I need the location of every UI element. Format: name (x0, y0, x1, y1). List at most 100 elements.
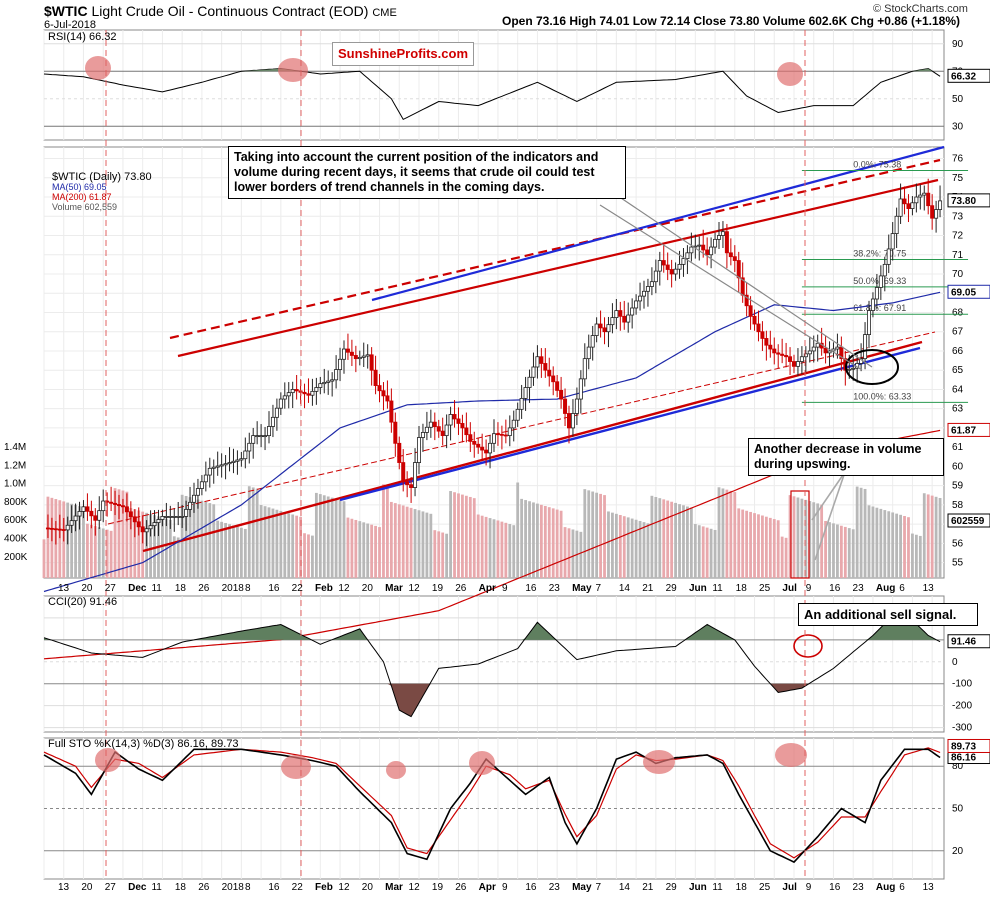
price-tick-label: 72 (952, 231, 964, 242)
x-axis-label: Mar (385, 583, 403, 594)
candle-body (393, 421, 398, 444)
volume-bar (883, 510, 887, 578)
candle-body (345, 348, 350, 353)
candle-body (649, 281, 654, 287)
candle-body (263, 435, 268, 438)
ma200-last-tag-box (947, 422, 990, 437)
volume-bar (832, 523, 835, 578)
candle-body (148, 525, 153, 530)
cci-overbought-fill (44, 615, 941, 640)
volume-bar (828, 522, 831, 578)
candle-body (306, 393, 311, 396)
volume-bar (630, 518, 634, 578)
candle-body (886, 248, 891, 265)
volume-bar (895, 513, 899, 578)
volume-bar (216, 520, 220, 578)
x-axis-label-bottom: 11 (151, 882, 162, 893)
candle-body (318, 383, 323, 388)
x-axis-label-bottom: 13 (58, 882, 70, 893)
candle-body (772, 348, 777, 354)
x-axis-label: 21 (642, 583, 654, 594)
candle-body (49, 527, 54, 530)
volume-bar (891, 512, 895, 578)
rsi-last-tag: 66.32 (951, 71, 976, 82)
candle-body (705, 249, 710, 256)
candle-body (255, 435, 260, 438)
candle-body (81, 506, 86, 512)
volume-bar (370, 524, 374, 578)
candle-body (689, 246, 694, 254)
candle-body (555, 381, 560, 391)
candle-body (436, 426, 441, 432)
candle-body (803, 353, 808, 358)
fib-level-label: 38.2%: 70.75 (853, 249, 906, 259)
volume-tick-label: 800K (4, 497, 28, 508)
candle-body (811, 346, 816, 352)
candle-body (397, 442, 402, 463)
volume-bar (721, 488, 725, 578)
candle-body (420, 432, 425, 438)
candle-body (424, 426, 429, 433)
candle-body (156, 519, 161, 523)
candle-body (499, 433, 504, 436)
volume-bar (804, 499, 808, 578)
volume-tick-label: 1.0M (4, 479, 26, 490)
volume-bar (405, 506, 409, 578)
candle-body (251, 435, 256, 444)
rsi-panel-frame (43, 29, 945, 141)
x-axis-label: Feb (315, 583, 333, 594)
candle-body (918, 194, 923, 198)
candle-body (870, 298, 875, 311)
volume-bar (539, 504, 543, 578)
candle-body (701, 244, 706, 251)
volume-bar (393, 503, 397, 578)
volume-bar (729, 490, 733, 578)
volume-highlight-box (790, 490, 810, 579)
cci-last-tag: 91.46 (951, 637, 976, 648)
candle-body (831, 348, 836, 352)
volume-bar (318, 494, 322, 578)
volume-bar (109, 530, 113, 578)
volume-bar (93, 526, 97, 578)
candle-body (452, 414, 457, 420)
volume-bar (658, 498, 662, 578)
x-axis-label-bottom: 18 (175, 882, 187, 893)
candle-body (61, 529, 66, 531)
x-axis-label-bottom: 7 (595, 882, 601, 893)
sto-d-last-tag-box (947, 738, 990, 753)
candle-body (515, 408, 520, 421)
candle-body (634, 300, 639, 309)
x-axis-label: 12 (338, 583, 350, 594)
volume-bar (907, 517, 910, 578)
candle-body (681, 258, 686, 265)
price-tick-label: 73 (952, 211, 964, 222)
x-axis-label: 23 (853, 583, 865, 594)
candle-body (448, 414, 453, 426)
volume-bar (614, 513, 618, 578)
price-tick-label: 64 (952, 384, 964, 395)
volume-bar (476, 514, 480, 578)
volume-bar (914, 534, 918, 578)
volume-bar (382, 484, 385, 578)
candle-body (472, 440, 477, 445)
candle-body (685, 252, 690, 259)
x-axis-label-bottom: 26 (455, 882, 467, 893)
volume-bar (172, 536, 176, 578)
volume-bar (666, 500, 670, 578)
candle-body (744, 294, 749, 307)
x-axis-label: 20 (362, 583, 374, 594)
volume-tick-label: 400K (4, 534, 28, 545)
candle-body (207, 467, 212, 476)
volume-bar (113, 488, 117, 578)
volume-bar (149, 513, 152, 578)
cci-last-tag-box (947, 634, 990, 649)
x-axis-label: 22 (292, 583, 304, 594)
volume-bar (449, 491, 452, 578)
candle-body (349, 351, 354, 356)
volume-bar (204, 501, 208, 578)
volume-bar (733, 492, 737, 578)
sto-d-last-tag: 89.73 (951, 741, 976, 752)
ma200-last-tag: 61.87 (951, 425, 976, 436)
candle-body (484, 449, 489, 454)
